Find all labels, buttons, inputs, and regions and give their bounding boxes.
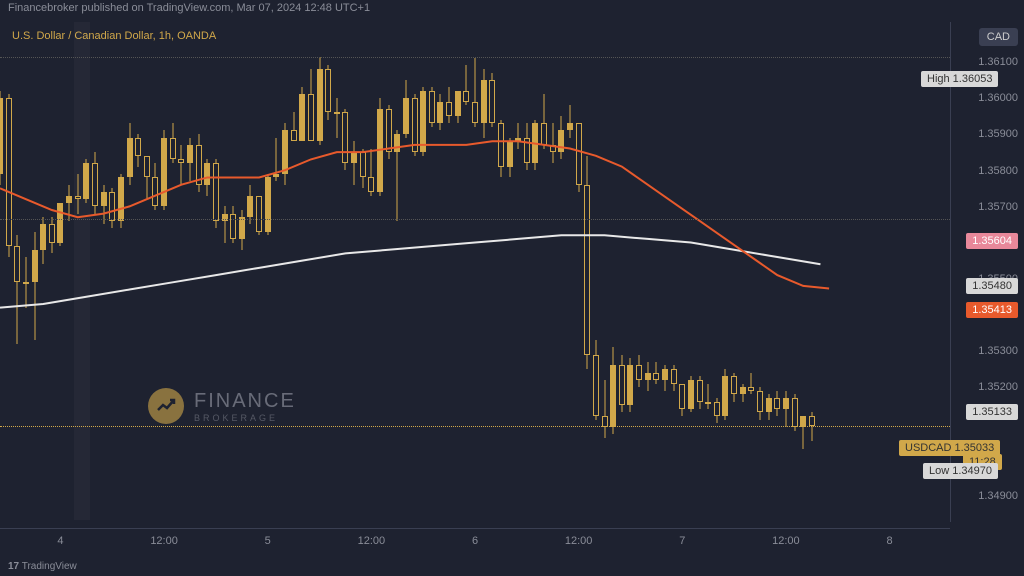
brand-watermark: FINANCE BROKERAGE — [148, 388, 296, 424]
x-tick: 6 — [472, 535, 478, 547]
publish-info: Financebroker published on TradingView.c… — [8, 2, 370, 14]
price-tag: 1.35413 — [966, 302, 1018, 318]
tradingview-logo: 17 TradingView — [8, 561, 77, 572]
price-tag: 1.35480 — [966, 278, 1018, 294]
gridline — [0, 57, 950, 58]
y-tick: 1.35900 — [978, 128, 1018, 140]
x-axis[interactable]: 4 12:00 5 12:00 6 12:00 7 12:00 8 — [0, 528, 950, 558]
x-tick: 8 — [886, 535, 892, 547]
x-tick: 12:00 — [565, 535, 593, 547]
x-tick: 4 — [57, 535, 63, 547]
x-tick: 12:00 — [772, 535, 800, 547]
y-tick: 1.35300 — [978, 345, 1018, 357]
y-tick: 1.34900 — [978, 490, 1018, 502]
brand-name: FINANCE — [194, 390, 296, 413]
y-tick: 1.35700 — [978, 201, 1018, 213]
x-tick: 7 — [679, 535, 685, 547]
x-tick: 12:00 — [150, 535, 178, 547]
price-tag: Low 1.34970 — [923, 463, 998, 479]
price-tag: 1.35133 — [966, 404, 1018, 420]
y-tick: 1.35800 — [978, 165, 1018, 177]
x-tick: 5 — [265, 535, 271, 547]
gridline — [0, 219, 950, 220]
x-tick: 12:00 — [358, 535, 386, 547]
price-tag: High 1.36053 — [921, 71, 998, 87]
chart-area[interactable] — [0, 22, 950, 522]
y-axis-header: CAD — [979, 28, 1018, 46]
y-tick: 1.35200 — [978, 381, 1018, 393]
brand-icon — [148, 388, 184, 424]
y-tick: 1.36000 — [978, 92, 1018, 104]
brand-sub: BROKERAGE — [194, 413, 296, 423]
y-tick: 1.36100 — [978, 56, 1018, 68]
price-tag: 1.35604 — [966, 233, 1018, 249]
gridline — [0, 426, 950, 427]
y-axis[interactable]: 1.361001.360001.359001.358001.357001.355… — [950, 22, 1024, 522]
